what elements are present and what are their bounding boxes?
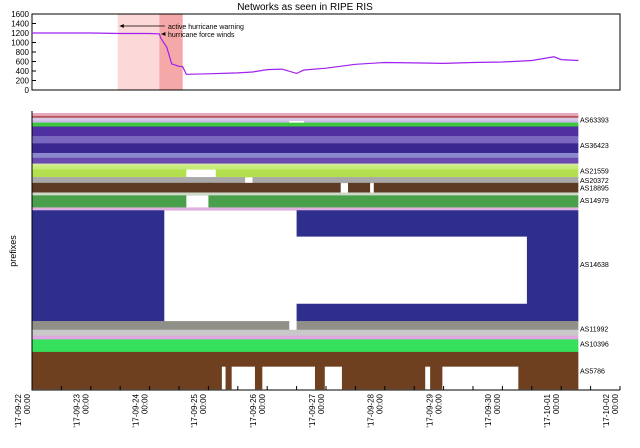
x-tick-label: '17-09-27 00:00 <box>308 393 326 427</box>
group-label: AS14979 <box>580 198 609 205</box>
presence-band <box>32 117 579 122</box>
group-label: AS36423 <box>580 143 609 150</box>
presence-band <box>32 210 165 237</box>
x-tick-label: '17-10-01 00:00 <box>543 393 561 427</box>
x-tick-label: '17-09-28 00:00 <box>367 393 385 427</box>
presence-band <box>526 236 579 305</box>
presence-band <box>303 120 579 123</box>
y-tick-label: 600 <box>16 58 30 67</box>
arrow-head <box>161 32 166 36</box>
presence-band <box>348 182 371 193</box>
axis-frame <box>31 13 621 91</box>
presence-band <box>32 126 579 137</box>
presence-band <box>32 182 341 193</box>
group-label: AS20372 <box>580 178 609 185</box>
group-label: AS21559 <box>580 168 609 175</box>
presence-band <box>32 192 579 196</box>
group-label: AS63393 <box>580 118 609 125</box>
arrow-head <box>119 24 124 28</box>
presence-band <box>252 177 579 184</box>
presence-band <box>32 143 579 154</box>
presence-band <box>32 136 579 144</box>
presence-band <box>215 169 579 178</box>
presence-band <box>32 339 579 353</box>
presence-band <box>32 321 290 331</box>
presence-band <box>32 152 579 159</box>
presence-band <box>32 236 165 305</box>
presence-band <box>296 321 579 331</box>
y-tick-label: 0 <box>25 86 30 95</box>
presence-band <box>254 366 263 390</box>
presence-band <box>518 366 579 390</box>
presence-band <box>430 366 443 390</box>
presence-band <box>32 163 579 166</box>
data-line <box>32 32 579 75</box>
annotation: hurricane force winds <box>168 32 235 39</box>
group-label: AS11992 <box>580 326 608 333</box>
group-label: AS14638 <box>580 262 609 269</box>
presence-band <box>314 366 325 390</box>
presence-band <box>32 303 165 322</box>
presence-band <box>296 210 579 237</box>
group-label: AS10396 <box>580 342 609 349</box>
x-tick-label: '17-09-24 00:00 <box>131 393 149 427</box>
presence-band <box>32 113 579 117</box>
presence-band <box>32 165 579 170</box>
presence-band <box>32 120 290 123</box>
y-tick-label: 800 <box>16 48 30 57</box>
y-tick-label: 1200 <box>11 29 29 38</box>
presence-band <box>32 177 246 184</box>
y-tick-label: 200 <box>16 77 30 86</box>
presence-band <box>341 366 426 390</box>
x-tick-label: '17-09-22 00:00 <box>14 393 32 427</box>
presence-band <box>32 335 579 340</box>
y-tick-label: 1400 <box>11 20 29 29</box>
presence-band <box>32 207 579 211</box>
presence-band <box>32 157 579 164</box>
annotation: active hurricane warning <box>168 24 244 31</box>
presence-band <box>296 303 579 322</box>
y-axis-label: prefixes <box>8 235 18 267</box>
presence-band <box>32 122 579 127</box>
y-tick-label: 1000 <box>11 39 29 48</box>
y-tick-label: 1600 <box>11 10 29 19</box>
presence-band <box>32 169 187 178</box>
presence-band <box>225 366 232 390</box>
chart-title: Networks as seen in RIPE RIS <box>237 2 373 13</box>
x-tick-label: '17-09-23 00:00 <box>73 393 91 427</box>
x-tick-label: '17-09-30 00:00 <box>484 393 502 427</box>
presence-band <box>373 182 579 193</box>
presence-band <box>32 115 579 119</box>
x-tick-label: '17-09-26 00:00 <box>249 393 267 427</box>
presence-band <box>32 366 222 390</box>
group-label: AS5786 <box>580 368 605 375</box>
x-tick-label: '17-10-02 00:00 <box>602 393 620 427</box>
presence-band <box>32 195 187 208</box>
presence-band <box>32 351 579 367</box>
x-tick-label: '17-09-29 00:00 <box>425 393 443 427</box>
y-tick-label: 400 <box>16 67 30 76</box>
presence-band <box>32 329 579 336</box>
x-tick-label: '17-09-25 00:00 <box>190 393 208 427</box>
group-label: AS18895 <box>580 186 609 193</box>
presence-band <box>208 195 579 208</box>
